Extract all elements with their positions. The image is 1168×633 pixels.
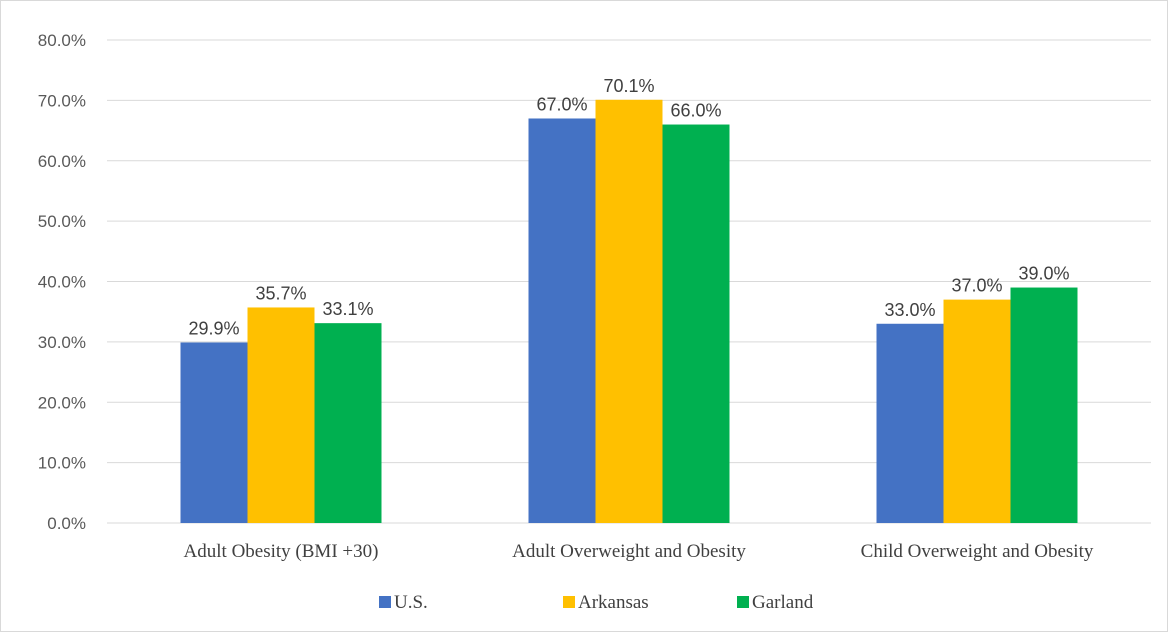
legend: U.S. Arkansas Garland (379, 592, 814, 613)
bar (528, 118, 596, 524)
bar (943, 299, 1011, 523)
legend-label: U.S. (394, 592, 428, 613)
legend-swatch (379, 596, 391, 608)
data-label: 66.0% (670, 101, 721, 121)
legend-label: Arkansas (578, 592, 649, 613)
y-tick-label: 0.0% (47, 514, 86, 533)
bar (595, 99, 663, 524)
category-label: Adult Obesity (BMI +30) (184, 541, 379, 562)
category-label: Child Overweight and Obesity (861, 541, 1094, 562)
y-tick-label: 60.0% (38, 152, 86, 171)
data-label: 67.0% (536, 94, 587, 114)
data-label: 37.0% (951, 276, 1002, 296)
bar (876, 323, 944, 523)
y-tick-label: 30.0% (38, 333, 86, 352)
y-axis-tick-labels: 0.0% 10.0% 20.0% 30.0% 40.0% 50.0% 60.0% 70.0% 8… (38, 31, 86, 533)
data-label: 33.1% (322, 299, 373, 319)
data-labels: 29.9% 35.7% 33.1% 67.0% 70.1% 66.0% 33.0% 37.0%… (188, 76, 1069, 339)
data-label: 29.9% (188, 318, 239, 338)
bar (180, 342, 248, 523)
bars (180, 99, 1078, 524)
data-label: 39.0% (1018, 264, 1069, 284)
legend-swatch (737, 596, 749, 608)
bar (314, 323, 382, 523)
data-label: 35.7% (255, 283, 306, 303)
bar (247, 307, 315, 523)
y-tick-label: 80.0% (38, 31, 86, 50)
y-tick-label: 10.0% (38, 454, 86, 473)
data-label: 33.0% (884, 300, 935, 320)
category-labels: Adult Obesity (BMI +30) Adult Overweight … (184, 541, 1094, 562)
category-label: Adult Overweight and Obesity (512, 541, 746, 562)
y-tick-label: 50.0% (38, 212, 86, 231)
y-tick-label: 20.0% (38, 393, 86, 412)
bar (662, 124, 730, 524)
y-tick-label: 40.0% (38, 273, 86, 292)
legend-label: Garland (752, 592, 814, 613)
legend-swatch (563, 596, 575, 608)
bar (1010, 287, 1078, 523)
data-label: 70.1% (603, 76, 654, 96)
y-tick-label: 70.0% (38, 91, 86, 110)
